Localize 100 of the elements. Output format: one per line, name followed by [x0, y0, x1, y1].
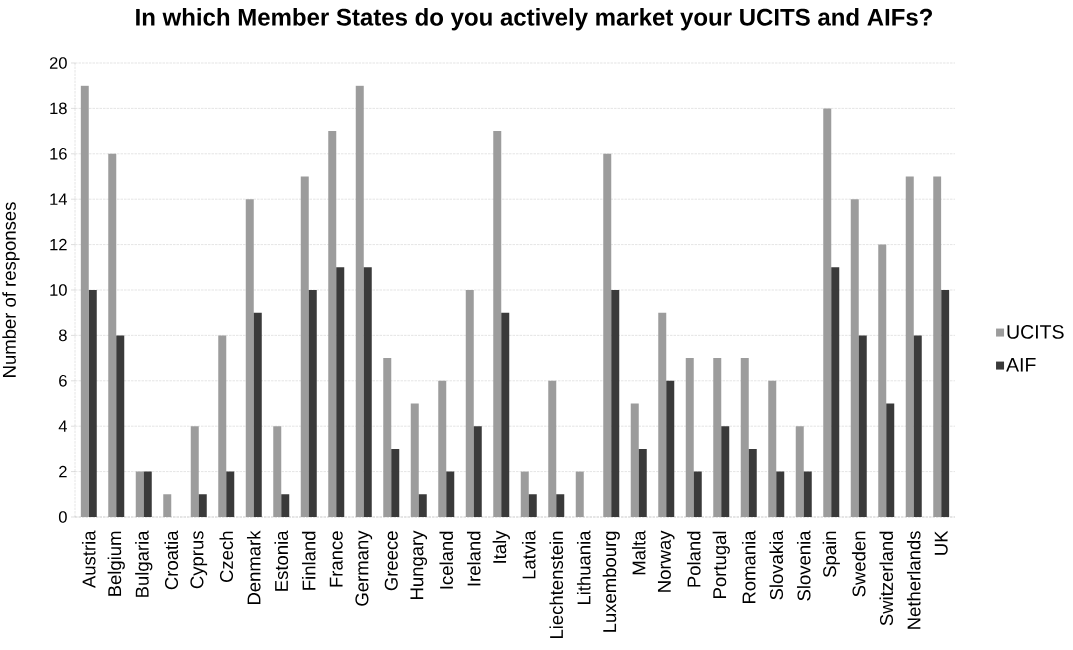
bar — [391, 448, 400, 517]
x-tick-label: Slovakia — [769, 530, 784, 600]
bar — [768, 380, 777, 517]
bar — [218, 335, 227, 517]
x-tick-label: Latvia — [521, 530, 536, 579]
x-tick-label: Belgium — [107, 531, 125, 596]
bar — [143, 471, 152, 517]
x-tick-label: Germany — [355, 530, 373, 606]
bar — [116, 335, 125, 517]
x-tick-label: Greece — [384, 531, 398, 591]
legend-label: UCITS — [1007, 325, 1064, 339]
y-tick-label: 8 — [59, 329, 67, 342]
x-tick-label: Estonia — [274, 530, 289, 591]
bar — [300, 176, 309, 517]
x-tick-label: Spain — [822, 531, 840, 577]
bar — [548, 380, 557, 517]
x-tick-label: Romania — [741, 530, 756, 604]
bar — [803, 471, 812, 517]
bar — [603, 153, 612, 517]
x-tick-label: Switzerland — [879, 531, 894, 626]
y-tick-label: 14 — [50, 193, 67, 205]
y-tick-label: 10 — [50, 284, 67, 296]
x-tick-label: UK — [934, 530, 948, 555]
bar — [905, 176, 914, 517]
bar — [418, 494, 427, 517]
bar — [740, 358, 749, 517]
bar — [501, 312, 510, 517]
bar — [520, 471, 529, 517]
y-tick-label: 2 — [59, 465, 67, 478]
bar — [465, 289, 474, 517]
bar — [163, 494, 172, 517]
x-tick-label: Liechtenstein — [549, 531, 564, 639]
bar — [528, 494, 537, 517]
bar — [858, 335, 867, 517]
bar — [666, 380, 675, 517]
bar — [795, 426, 804, 517]
x-tick-label: Portugal — [712, 531, 730, 598]
bar — [630, 403, 639, 517]
bar — [135, 471, 144, 517]
x-tick-label: Ireland — [466, 531, 481, 586]
x-tick-label: Italy — [492, 530, 510, 563]
bar — [108, 153, 117, 517]
x-tick-label: Austria — [81, 530, 96, 589]
x-tick-label: Slovenia — [796, 530, 811, 601]
bar — [493, 131, 502, 517]
bar — [438, 380, 447, 517]
x-tick-label: Lithuania — [576, 530, 591, 605]
bar — [850, 199, 859, 517]
bar — [878, 244, 887, 517]
x-tick-label: Bulgaria — [135, 530, 153, 597]
bar — [693, 471, 702, 517]
bar — [776, 471, 785, 517]
x-tick-label: Sweden — [851, 531, 866, 597]
x-tick-label: Malta — [631, 530, 646, 575]
x-tick-label: Luxembourg — [602, 531, 620, 632]
bar — [336, 267, 345, 517]
y-tick-label: 20 — [49, 57, 67, 69]
bar — [281, 494, 290, 517]
bar — [658, 312, 667, 517]
bar — [80, 85, 89, 517]
y-axis-title: Number of responses — [2, 202, 20, 377]
bar — [363, 267, 372, 517]
bar — [253, 312, 262, 517]
bar — [556, 494, 565, 517]
bar — [713, 358, 722, 517]
bar — [328, 131, 337, 517]
chart-title: In which Member States do you actively market your UCITS and AIFs? — [136, 8, 933, 31]
bar — [941, 289, 950, 517]
y-tick-label: 18 — [50, 102, 67, 115]
x-tick-label: Netherlands — [906, 531, 921, 629]
x-tick-label: Denmark — [246, 530, 261, 605]
bar — [226, 471, 235, 517]
y-tick-label: 16 — [50, 147, 67, 160]
y-tick-label: 4 — [58, 420, 67, 432]
bar — [245, 199, 254, 517]
bar — [446, 471, 455, 517]
bar — [685, 358, 694, 517]
bar — [748, 448, 757, 517]
bar — [410, 403, 419, 517]
x-tick-label: Croatia — [164, 530, 179, 590]
bar — [886, 403, 895, 517]
x-tick-label: France — [329, 531, 343, 587]
bar — [933, 176, 942, 517]
bar — [88, 289, 97, 517]
x-tick-label: Cyprus — [190, 531, 208, 589]
bar — [383, 358, 392, 517]
bar — [308, 289, 317, 517]
bar — [913, 335, 922, 517]
x-tick-label: Finland — [301, 531, 316, 590]
bar — [190, 426, 199, 517]
bar — [611, 289, 620, 517]
bar — [273, 426, 282, 517]
x-tick-label: Hungary — [410, 530, 428, 599]
bar — [638, 448, 647, 517]
bar — [721, 426, 730, 517]
y-tick-label: 12 — [50, 238, 67, 251]
x-tick-label: Czech — [219, 531, 234, 583]
legend-label: AIF — [1006, 358, 1036, 372]
bar — [831, 267, 840, 517]
bar — [198, 494, 207, 517]
